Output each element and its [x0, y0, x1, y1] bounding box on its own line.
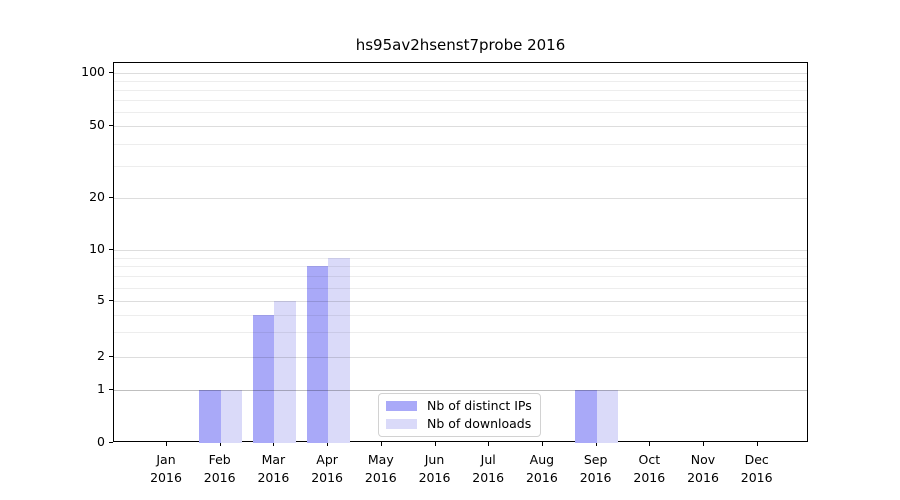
- x-tick-aug: [541, 442, 543, 446]
- major-gridline-y20: [114, 198, 807, 199]
- minor-gridline-y90: [114, 81, 807, 83]
- legend-swatch-downloads-icon: [386, 419, 417, 429]
- minor-gridline-y80: [114, 90, 807, 92]
- bar-nb-of-distinct-ips-apr: [306, 266, 329, 443]
- y-tick-1: [109, 389, 113, 390]
- minor-gridline-y30: [114, 166, 807, 168]
- y-tick-0: [109, 442, 113, 443]
- y-tick-label-100: 100: [81, 64, 105, 79]
- legend-entry-distinct-ips: Nb of distinct IPs: [386, 399, 533, 413]
- x-tick-may: [380, 442, 382, 446]
- x-tick-feb: [219, 442, 221, 446]
- y-tick-20: [109, 197, 113, 198]
- bar-nb-of-distinct-ips-feb: [199, 390, 221, 443]
- x-tick-oct: [649, 442, 651, 446]
- x-tick-label-nov: Nov 2016: [687, 452, 719, 485]
- y-tick-label-10: 10: [89, 241, 105, 256]
- minor-gridline-y8: [114, 266, 807, 268]
- y-tick-10: [109, 249, 113, 250]
- minor-gridline-y60: [114, 112, 807, 114]
- minor-gridline-y70: [114, 100, 807, 102]
- plot-area: [113, 62, 808, 443]
- bar-nb-of-downloads-feb: [220, 390, 243, 443]
- legend-entry-downloads: Nb of downloads: [386, 417, 533, 431]
- bar-nb-of-downloads-sep: [596, 390, 619, 443]
- x-tick-sep: [595, 442, 597, 446]
- y-tick-2: [109, 356, 113, 357]
- x-tick-label-mar: Mar 2016: [257, 452, 290, 485]
- bar-nb-of-distinct-ips-mar: [252, 314, 275, 443]
- legend: Nb of distinct IPs Nb of downloads: [378, 393, 541, 437]
- x-tick-jan: [166, 442, 167, 446]
- x-tick-jul: [488, 442, 490, 446]
- minor-gridline-y3: [114, 332, 807, 334]
- x-tick-label-oct: Oct 2016: [633, 452, 666, 485]
- x-tick-label-feb: Feb 2016: [203, 452, 236, 485]
- x-tick-label-aug: Aug 2016: [525, 452, 558, 485]
- x-tick-label-sep: Sep 2016: [579, 452, 612, 485]
- x-tick-label-jul: Jul 2016: [472, 452, 505, 485]
- minor-gridline-y6: [114, 287, 807, 289]
- major-gridline-y100: [114, 73, 807, 74]
- bar-nb-of-distinct-ips-sep: [575, 390, 597, 443]
- x-tick-jun: [434, 442, 436, 446]
- legend-label-distinct-ips: Nb of distinct IPs: [427, 398, 532, 413]
- minor-gridline-y7: [114, 276, 807, 278]
- minor-gridline-y4: [114, 314, 807, 316]
- y-tick-label-2: 2: [97, 348, 105, 363]
- chart-title: hs95av2hsenst7probe 2016: [355, 36, 566, 54]
- y-tick-100: [109, 72, 113, 73]
- x-tick-label-apr: Apr 2016: [311, 452, 343, 485]
- x-tick-label-jun: Jun 2016: [418, 452, 451, 485]
- x-tick-dec: [756, 442, 758, 446]
- x-tick-label-may: May 2016: [364, 452, 397, 485]
- x-tick-apr: [327, 442, 329, 446]
- x-tick-nov: [703, 442, 704, 446]
- y-tick-label-1: 1: [97, 381, 105, 396]
- x-tick-label-jan: Jan 2016: [150, 452, 182, 485]
- legend-swatch-distinct-ips-icon: [386, 401, 417, 411]
- minor-gridline-y9: [114, 257, 807, 259]
- major-gridline-y5: [114, 301, 807, 302]
- y-tick-label-5: 5: [97, 292, 105, 307]
- bar-nb-of-downloads-apr: [328, 257, 350, 443]
- x-tick-mar: [273, 442, 275, 446]
- x-tick-label-dec: Dec 2016: [740, 452, 773, 485]
- major-gridline-y2: [114, 357, 807, 358]
- y-tick-5: [109, 300, 113, 301]
- y-tick-label-0: 0: [97, 434, 105, 449]
- major-gridline-y50: [114, 126, 807, 127]
- minor-gridline-y40: [114, 143, 807, 145]
- major-gridline-y10: [114, 250, 807, 251]
- y-tick-50: [109, 125, 113, 126]
- legend-label-downloads: Nb of downloads: [427, 416, 532, 431]
- bar-nb-of-downloads-mar: [274, 301, 296, 443]
- y-tick-label-20: 20: [89, 189, 105, 204]
- y-tick-label-50: 50: [89, 117, 105, 132]
